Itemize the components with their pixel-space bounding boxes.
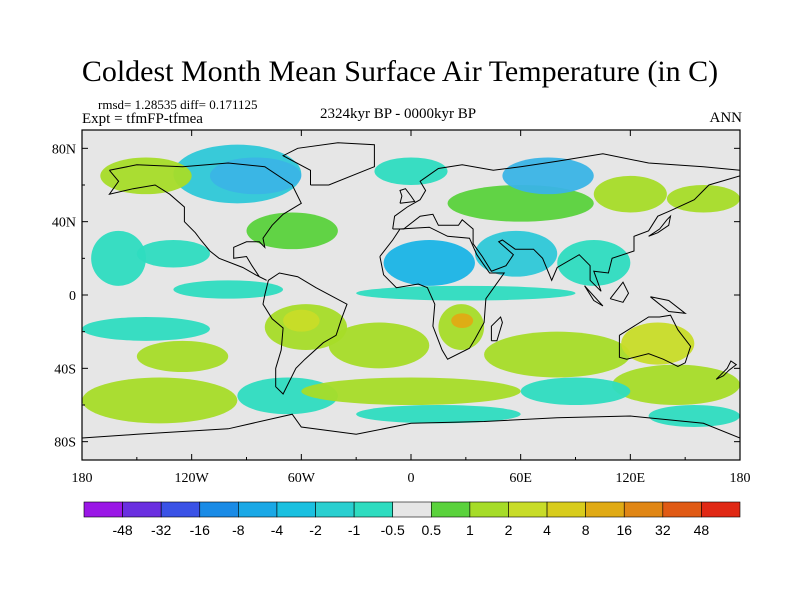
season-label: ANN [709,110,743,126]
colorbar-swatch [83,501,123,518]
coastline-5 [618,314,692,368]
colorbar-label: 2 [505,522,513,538]
colorbar-swatch [430,501,471,518]
colorbar-label: 1 [466,522,474,538]
anomaly-region-14 [447,185,594,222]
period-label: 2324kyr BP - 0000kyr BP [320,106,477,122]
colorbar-swatch [238,501,278,518]
anomaly-region-28 [520,377,631,405]
coastline-9 [490,316,503,342]
colorbar-label: -4 [271,522,284,538]
anomaly-region-22 [356,285,576,301]
colorbar-label: -0.5 [381,522,405,538]
colorbar-label: 0.5 [422,522,442,538]
lat-tick-label: 40S [54,362,76,377]
anomaly-region-25 [484,331,631,378]
anomaly-region-16 [374,157,448,185]
coastline-2 [262,272,348,395]
coastline-11 [584,285,604,307]
anomaly-region-20 [474,230,558,277]
anomaly-region-5 [173,280,284,299]
anomaly-region-27 [612,364,740,406]
colorbar-label: -48 [112,522,132,538]
coastline-8 [648,214,672,237]
coastline-13 [650,296,687,314]
lon-tick-label: 60E [509,471,532,486]
colorbar-label: -16 [190,522,210,538]
anomaly-region-21 [557,239,631,286]
anomaly-region-3 [91,230,146,286]
figure-title: Coldest Month Mean Surface Air Temperatu… [81,55,719,88]
coastline-12 [609,281,630,303]
colorbar-swatch [701,501,741,518]
anomaly-region-19 [383,239,475,286]
anomaly-region-10 [283,309,320,332]
coastline-1 [282,142,375,186]
colorbar-label: -8 [232,522,245,538]
coastlines [82,142,740,439]
colorbar-label: -1 [348,522,361,538]
anomaly-region-11 [328,322,430,369]
colorbar-swatch [160,501,201,518]
anomaly-region-26 [621,322,695,365]
anomaly-region-7 [82,317,210,341]
lat-tick-label: 40N [52,216,76,231]
stats-text: rmsd= 1.28535 diff= 0.171125 [98,97,258,112]
anomaly-region-29 [301,377,521,405]
lon-tick-label: 60W [288,471,316,486]
anomaly-region-15 [502,157,594,195]
colorbar-label: 32 [655,522,671,538]
lat-tick-label: 80N [52,142,76,157]
anomaly-region-2 [100,157,192,195]
coastline-3 [379,226,506,360]
lon-tick-label: 120E [616,471,646,486]
colorbar: -48 -32 -16 -8 -4 -2 -1 -0.5 0.5 1 2 4 8 16 32 48 [83,501,741,538]
anomaly-region-24 [451,313,474,328]
colorbar-swatch [122,501,162,518]
colorbar-swatch [623,501,664,518]
colorbar-label: 16 [616,522,632,538]
anomaly-region-1 [209,157,302,195]
colorbar-label: 48 [694,522,710,538]
colorbar-swatch [662,501,702,518]
colorbar-label: 8 [582,522,590,538]
colorbar-swatch [199,501,239,518]
colorbar-swatch [392,501,432,518]
lon-tick-label: 0 [408,471,415,486]
anomaly-region-30 [356,405,521,424]
map-plot-area [82,130,740,460]
colorbar-swatch [585,501,625,518]
colorbar-label: -2 [309,522,322,538]
coastline-10 [715,360,738,380]
coastline-7 [399,188,416,204]
lon-tick-label: 180 [730,471,751,486]
colorbar-label: 4 [543,522,551,538]
lon-tick-label: 120W [175,471,210,486]
coastline-4 [392,153,740,292]
anomaly-region-4 [136,240,210,268]
lat-tick-label: 80S [54,436,76,451]
experiment-label: Expt = tfmFP-tfmea [82,111,203,127]
coastline-0 [108,162,302,281]
anomaly-region-18 [666,185,740,213]
anomaly-region-8 [136,340,229,372]
colorbar-swatch [469,501,509,518]
coastline-6 [82,413,740,439]
map-axes: 80N 40N 0 40S 80S 180 120W 60W 0 60E 120E 180 [52,130,751,486]
anomaly-region-6 [246,212,338,250]
lat-tick-label: 0 [69,289,76,304]
colorbar-swatch [276,501,316,518]
colorbar-swatch [508,501,548,518]
colorbar-swatch [546,501,586,518]
colorbar-swatch [353,501,394,518]
colorbar-swatch [315,501,355,518]
anomaly-region-17 [593,175,667,213]
anomaly-region-12 [82,377,238,424]
anomaly-region-31 [648,405,740,427]
lon-tick-label: 180 [72,471,93,486]
colorbar-label: -32 [151,522,171,538]
